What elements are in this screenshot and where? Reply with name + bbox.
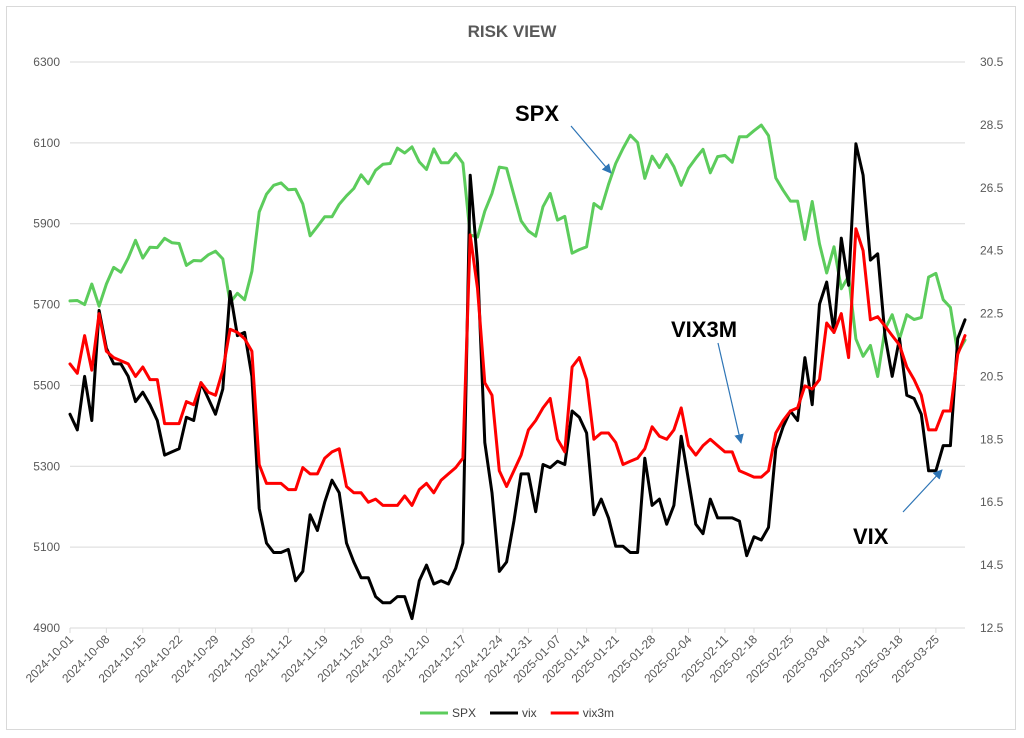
annotation-vix3m-arrow bbox=[717, 342, 744, 444]
right-y-tick-label: 14.5 bbox=[980, 558, 1004, 572]
left-y-tick-label: 5900 bbox=[33, 217, 60, 231]
legend-label-vix3m: vix3m bbox=[583, 706, 614, 720]
left-y-tick-label: 5100 bbox=[33, 540, 60, 554]
series-lines bbox=[68, 123, 967, 621]
right-y-tick-label: 24.5 bbox=[980, 244, 1004, 258]
left-y-tick-label: 4900 bbox=[33, 621, 60, 635]
chart-area bbox=[6, 6, 1016, 730]
right-y-tick-label: 30.5 bbox=[980, 55, 1004, 69]
right-y-tick-label: 18.5 bbox=[980, 432, 1004, 446]
series-line-vix bbox=[68, 142, 967, 621]
annotation-spx: SPX bbox=[515, 101, 559, 126]
left-y-tick-label: 6300 bbox=[33, 55, 60, 69]
annotation-vix-arrow bbox=[902, 469, 943, 513]
left-y-tick-label: 5700 bbox=[33, 298, 60, 312]
right-y-tick-label: 28.5 bbox=[980, 118, 1004, 132]
right-y-tick-label: 16.5 bbox=[980, 495, 1004, 509]
legend-label-vix: vix bbox=[522, 706, 537, 720]
annotations: SPX VIX3M VIX bbox=[515, 101, 943, 549]
annotation-vix3m: VIX3M bbox=[671, 317, 737, 342]
annotation-spx-arrow bbox=[570, 125, 612, 174]
right-y-tick-label: 20.5 bbox=[980, 369, 1004, 383]
left-y-tick-label: 5300 bbox=[33, 459, 60, 473]
legend-label-spx: SPX bbox=[452, 706, 476, 720]
legend: SPX vix vix3m bbox=[420, 706, 614, 720]
right-y-tick-label: 12.5 bbox=[980, 621, 1004, 635]
series-line-vix3m bbox=[68, 227, 967, 507]
chart-title: RISK VIEW bbox=[468, 22, 558, 41]
annotation-vix: VIX bbox=[853, 524, 889, 549]
left-y-axis: 4900 5100 5300 5500 5700 5900 6100 6300 bbox=[33, 55, 60, 635]
right-y-tick-label: 26.5 bbox=[980, 181, 1004, 195]
left-y-tick-label: 6100 bbox=[33, 136, 60, 150]
right-y-tick-label: 22.5 bbox=[980, 307, 1004, 321]
left-y-tick-label: 5500 bbox=[33, 378, 60, 392]
gridlines bbox=[70, 61, 965, 629]
series-line-spx bbox=[68, 123, 967, 378]
right-y-axis: 12.5 14.5 16.5 18.5 20.5 22.5 24.5 26.5 28.5 30.5 bbox=[980, 55, 1004, 635]
x-axis: 2024-10-012024-10-082024-10-152024-10-22… bbox=[23, 628, 942, 686]
